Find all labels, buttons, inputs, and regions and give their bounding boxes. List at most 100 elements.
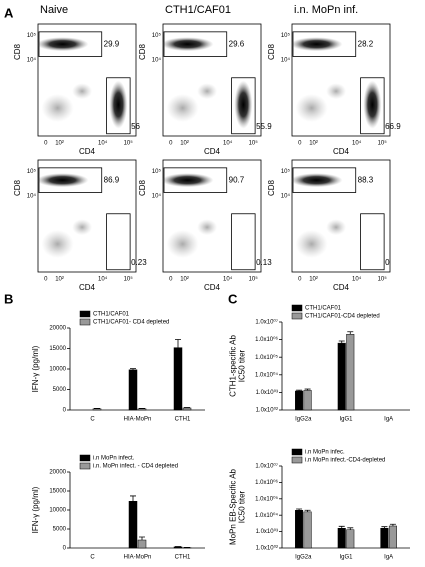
panel-label: A	[4, 5, 14, 20]
y-axis-label: IFN-γ (pg/ml)	[31, 345, 40, 392]
x-tick-label: 10⁵	[378, 140, 388, 147]
gate	[231, 77, 256, 135]
bar	[380, 528, 389, 549]
legend-swatch	[79, 310, 91, 318]
gate	[360, 213, 385, 271]
x-tick-label: 10⁵	[124, 140, 134, 147]
legend-label: i.n. MoPn infect. - CD4 depleted	[93, 464, 178, 470]
bar	[303, 511, 312, 549]
density	[166, 230, 199, 258]
x-tick-label: IgA	[384, 417, 393, 423]
density	[36, 37, 89, 52]
legend-swatch	[291, 312, 303, 320]
x-tick-label: IgG2a	[295, 555, 312, 561]
gate-value: 90.7	[229, 175, 245, 184]
x-axis-label: CD4	[204, 147, 221, 156]
density	[197, 219, 218, 236]
x-axis-label: CD4	[79, 147, 96, 156]
gate	[292, 31, 357, 57]
y-axis-label: IC50 titer	[238, 349, 247, 382]
y-tick-label: 10⁴	[152, 56, 162, 63]
legend-label: CTH1/CAF01- CD4 depleted	[93, 320, 169, 326]
x-tick-label: IgG1	[339, 417, 353, 423]
gate-value: 55.9	[256, 122, 272, 131]
error-bar	[389, 523, 396, 526]
error-bar	[175, 339, 181, 348]
bar	[295, 510, 304, 549]
x-tick-label: 0	[44, 141, 48, 147]
y-tick-label: 20000	[49, 470, 66, 476]
y-tick-label: 10⁵	[27, 168, 37, 175]
column-title: i.n. MoPn inf.	[294, 4, 358, 16]
error-bar	[296, 508, 303, 511]
error-bar	[347, 331, 354, 335]
gate	[163, 167, 228, 193]
error-bar	[381, 526, 388, 529]
density	[326, 219, 347, 236]
panel-label: C	[228, 291, 238, 306]
x-tick-label: IgG2a	[295, 417, 312, 423]
y-tick-label: 0	[63, 408, 67, 414]
x-tick-label: IgG1	[339, 555, 353, 561]
y-tick-label: 1.0x10⁰³	[256, 389, 278, 396]
y-axis-label: CD8	[138, 179, 147, 196]
legend-label: i.n MoPn infect.	[93, 456, 135, 462]
x-tick-label: 10⁵	[124, 276, 134, 283]
error-bar	[139, 536, 145, 541]
y-axis-label: CD8	[13, 43, 22, 60]
density	[295, 94, 328, 122]
y-tick-label: 10⁵	[152, 32, 162, 39]
x-tick-label: 10⁴	[352, 140, 362, 147]
y-axis-label: IFN-γ (pg/ml)	[31, 486, 40, 533]
bar	[303, 390, 312, 411]
y-axis-label: CD8	[13, 179, 22, 196]
legend-label: i.n MoPn infect.-CD4-depleted	[305, 458, 385, 464]
x-tick-label: 0	[298, 141, 302, 147]
y-axis-label: CD8	[267, 43, 276, 60]
density	[234, 80, 253, 129]
y-tick-label: 5000	[53, 387, 67, 393]
y-tick-label: 1.0x10⁰⁵	[255, 354, 278, 361]
density	[363, 80, 382, 129]
y-tick-label: 1.0x10⁰³	[256, 528, 278, 535]
bar	[128, 501, 138, 549]
density	[295, 230, 328, 258]
error-bar	[304, 388, 311, 391]
gate-value: 0.13	[256, 258, 272, 267]
density	[41, 94, 74, 122]
legend-swatch	[291, 448, 303, 456]
x-tick-label: 10²	[309, 277, 318, 283]
y-tick-label: 15000	[49, 346, 66, 352]
density	[290, 173, 343, 188]
density	[326, 83, 347, 100]
x-tick-label: 10⁵	[249, 140, 259, 147]
y-tick-label: 1.0x10⁰⁵	[255, 495, 278, 502]
bar	[346, 334, 355, 411]
x-tick-label: C	[90, 417, 95, 423]
legend-swatch	[291, 304, 303, 312]
x-tick-label: 10⁴	[223, 276, 233, 283]
y-tick-label: 10⁵	[152, 168, 162, 175]
y-tick-label: 10⁵	[281, 32, 291, 39]
error-bar	[304, 509, 311, 512]
y-tick-label: 15000	[49, 489, 66, 495]
y-tick-label: 1.0x10⁰²	[256, 407, 278, 414]
x-tick-label: 10²	[180, 277, 189, 283]
y-tick-label: 20000	[49, 326, 66, 332]
x-tick-label: 10⁴	[223, 140, 233, 147]
x-tick-label: 10²	[180, 141, 189, 147]
gate-value: 88.3	[358, 175, 374, 184]
x-tick-label: CTH1	[175, 417, 191, 423]
gate-value: 66.9	[385, 122, 401, 131]
y-tick-label: 1.0x10⁰⁷	[255, 463, 278, 470]
gate	[38, 167, 103, 193]
x-tick-label: 0	[44, 277, 48, 283]
bar	[346, 529, 355, 549]
column-title: CTH1/CAF01	[165, 4, 231, 16]
legend-label: CTH1/CAF01	[305, 306, 342, 312]
y-tick-label: 10000	[49, 508, 66, 514]
bar	[295, 390, 304, 411]
error-bar	[296, 389, 303, 392]
bar	[137, 539, 147, 549]
error-bar	[130, 368, 136, 370]
